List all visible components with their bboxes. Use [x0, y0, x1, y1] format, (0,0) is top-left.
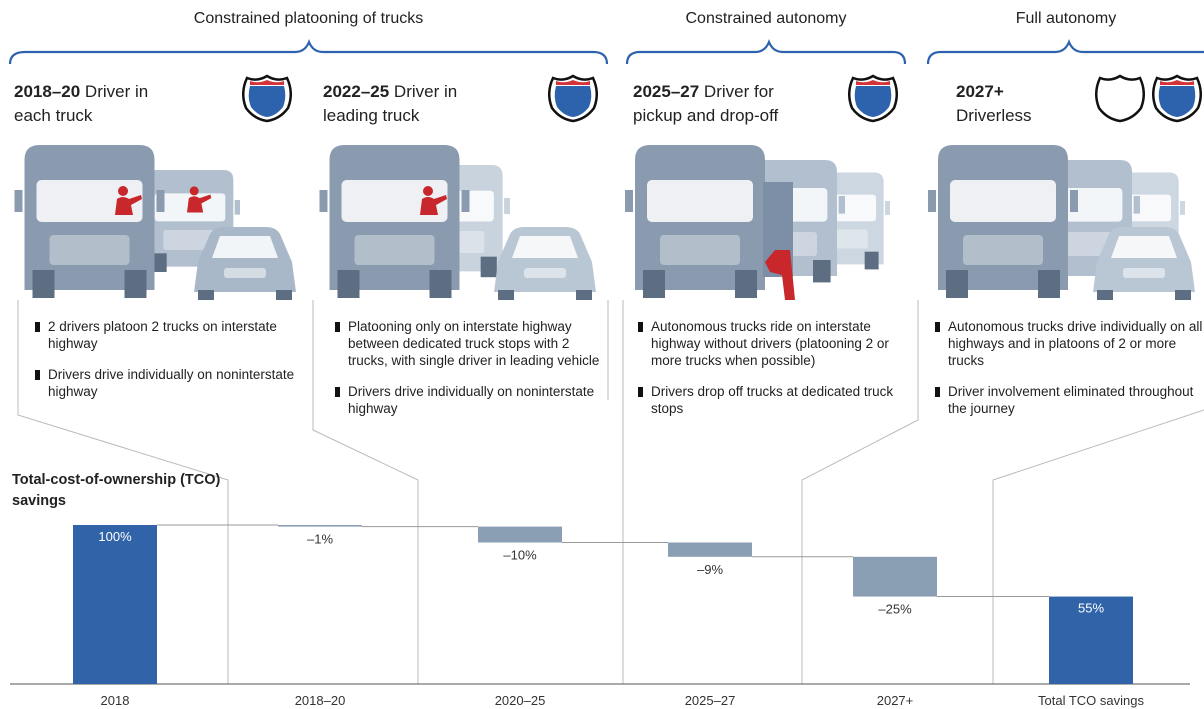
bullet: Drivers drop off trucks at dedicated tru…	[638, 383, 910, 417]
bar	[668, 542, 752, 557]
highway-shield	[848, 74, 898, 123]
bullet: Platooning only on interstate highway be…	[335, 318, 607, 369]
highway-shield	[548, 74, 598, 123]
stage-title: Driverless	[956, 106, 1032, 125]
stage-title: Driver in leading truck	[323, 82, 458, 125]
bullet: Driver involvement eliminated throughout…	[935, 383, 1204, 417]
x-tick-label: 2020–25	[495, 693, 546, 708]
value-label: –10%	[503, 547, 537, 562]
bullet: Drivers drive individually on noninterst…	[35, 366, 307, 400]
stage-years: 2018–20	[14, 82, 81, 101]
stage-years: 2022–25	[323, 82, 390, 101]
x-tick-label: 2025–27	[685, 693, 736, 708]
stage-heading: 2025–27 Driver for pickup and drop-off	[633, 80, 823, 128]
illustration-4	[928, 145, 1195, 300]
bullets: 2 drivers platoon 2 trucks on interstate…	[35, 318, 307, 414]
bullets: Platooning only on interstate highway be…	[335, 318, 607, 431]
bar	[1049, 596, 1133, 684]
bullet: Drivers drive individually on noninterst…	[335, 383, 607, 417]
value-label: 55%	[1078, 601, 1104, 616]
stage-title: Driver in each truck	[14, 82, 149, 125]
driver	[765, 250, 795, 300]
road-shield	[1095, 74, 1145, 123]
phase-label: Full autonomy	[1015, 10, 1117, 27]
illustration-2	[319, 145, 596, 300]
bullet: Autonomous trucks drive individually on …	[935, 318, 1204, 369]
chart-title: Total-cost-of-ownership (TCO) savings	[12, 472, 221, 509]
highway-shield	[242, 74, 292, 123]
illustration-1	[14, 145, 296, 300]
x-tick-label: Total TCO savings	[1038, 693, 1144, 708]
stage-heading: 2027+ Driverless	[956, 80, 1076, 128]
bar	[853, 556, 937, 597]
bullet: Autonomous trucks ride on interstate hig…	[638, 318, 910, 369]
bar	[278, 525, 362, 527]
x-tick-label: 2027+	[877, 693, 914, 708]
x-tick-label: 2018	[101, 693, 130, 708]
waterfall-chart: 100% 2018 –1% 2018–20 –10% 2020–25 –9% 2025–27 –…	[73, 524, 1144, 708]
value-label: 100%	[98, 529, 132, 544]
value-label: –9%	[697, 562, 723, 577]
bar	[73, 525, 157, 684]
stage-heading: 2022–25 Driver in leading truck	[323, 80, 493, 128]
bullet: 2 drivers platoon 2 trucks on interstate…	[35, 318, 307, 352]
x-tick-label: 2018–20	[295, 693, 346, 708]
phase-label: Constrained autonomy	[685, 10, 847, 27]
bullets: Autonomous trucks ride on interstate hig…	[638, 318, 910, 431]
stage-years: 2025–27	[633, 82, 700, 101]
phase-brackets	[8, 39, 1204, 65]
stage-years: 2027+	[956, 82, 1004, 101]
value-label: –25%	[878, 602, 912, 617]
stage-title: Driver for pickup and drop-off	[633, 82, 779, 125]
illustration-3	[625, 145, 890, 300]
bar	[478, 526, 562, 543]
value-label: –1%	[307, 532, 333, 547]
frames	[17, 300, 1204, 684]
stage-heading: 2018–20 Driver in each truck	[14, 80, 184, 128]
bullets: Autonomous trucks drive individually on …	[935, 318, 1204, 431]
phase-label: Constrained platooning of trucks	[193, 10, 424, 27]
highway-shield	[1152, 74, 1202, 123]
